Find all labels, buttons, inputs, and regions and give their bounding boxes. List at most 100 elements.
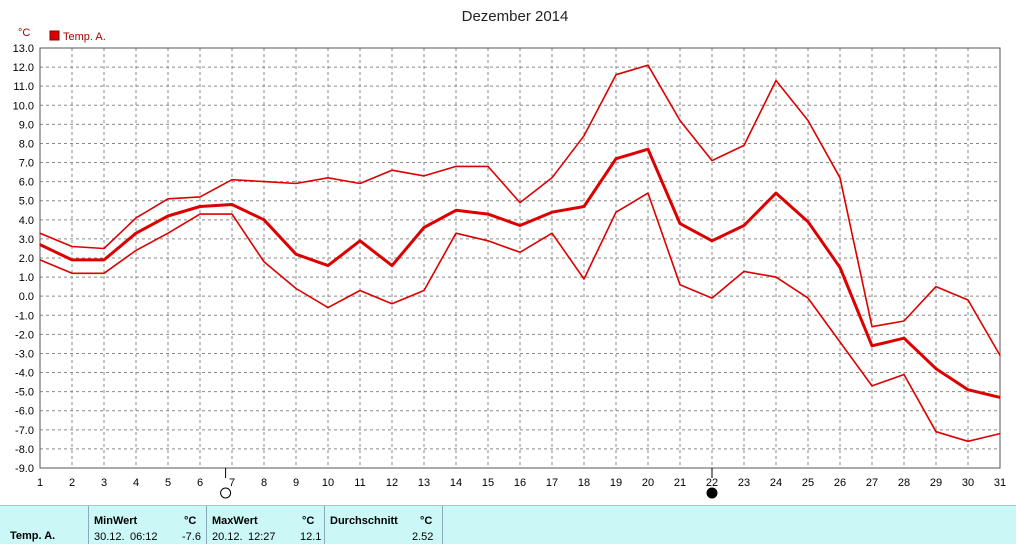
data-point-max xyxy=(135,217,137,219)
y-tick-label: 5.0 xyxy=(19,196,34,208)
y-tick-label: 10.0 xyxy=(13,100,34,112)
data-point-min xyxy=(263,261,265,263)
moon-phase-markers xyxy=(220,468,718,499)
x-tick-label: 25 xyxy=(802,477,814,489)
x-tick-label: 18 xyxy=(578,477,590,489)
y-tick-label: 12.0 xyxy=(13,62,34,74)
data-point-max xyxy=(167,198,169,200)
data-point-max xyxy=(263,181,265,183)
max-unit: °C xyxy=(302,515,315,527)
data-point-min xyxy=(295,287,297,290)
data-point-mean xyxy=(679,223,681,225)
data-point-max xyxy=(615,74,617,76)
x-tick-label: 2 xyxy=(69,477,75,489)
data-point-min xyxy=(423,289,425,292)
y-tick-label: -1.0 xyxy=(15,310,34,322)
full-moon-icon xyxy=(220,487,232,499)
x-tick-label: 21 xyxy=(674,477,686,489)
data-point-max xyxy=(711,160,713,162)
data-point-min xyxy=(775,276,777,278)
data-point-min xyxy=(871,385,873,387)
y-tick-label: 6.0 xyxy=(19,177,34,189)
max-value: 12.1 xyxy=(300,531,322,543)
data-point-max xyxy=(359,182,361,185)
max-header: MaxWert xyxy=(212,515,258,527)
x-tick-label: 9 xyxy=(293,477,299,489)
x-tick-label: 27 xyxy=(866,477,878,489)
data-point-max xyxy=(423,175,425,177)
y-tick-label: 13.0 xyxy=(13,43,34,55)
y-tick-label: 3.0 xyxy=(19,234,34,246)
chart-area: Dezember 2014 °C Temp. A. 13.012.011.010… xyxy=(13,8,1006,499)
y-tick-label: -6.0 xyxy=(15,406,34,418)
x-tick-label: 3 xyxy=(101,477,107,489)
data-point-min xyxy=(71,272,73,274)
data-point-min xyxy=(551,232,553,234)
data-point-mean xyxy=(903,337,905,339)
data-point-max xyxy=(487,165,489,167)
data-point-max xyxy=(39,232,41,234)
y-tick-label: 2.0 xyxy=(19,253,34,265)
y-tick-label: 9.0 xyxy=(19,119,34,131)
x-tick-label: 13 xyxy=(418,477,430,489)
stats-label-cell: Temp. A. xyxy=(0,506,89,544)
x-tick-label: 10 xyxy=(322,477,334,489)
max-time: 12:27 xyxy=(248,531,276,543)
y-tick-label: 8.0 xyxy=(19,138,34,150)
x-tick-label: 17 xyxy=(546,477,558,489)
x-tick-label: 7 xyxy=(229,477,235,489)
x-tick-label: 15 xyxy=(482,477,494,489)
data-point-mean xyxy=(519,224,521,227)
data-point-mean xyxy=(39,244,41,246)
data-point-mean xyxy=(167,215,169,217)
data-point-min xyxy=(135,249,137,251)
plot-frame xyxy=(39,47,1001,469)
data-point-mean xyxy=(743,224,745,227)
data-point-min xyxy=(839,341,841,343)
avg-header: Durchschnitt xyxy=(330,515,398,527)
data-point-min xyxy=(519,251,521,253)
data-point-mean xyxy=(839,266,841,269)
x-tick-label: 14 xyxy=(450,477,462,489)
x-tick-label: 30 xyxy=(962,477,974,489)
data-point-max xyxy=(647,64,649,66)
x-tick-label: 11 xyxy=(354,477,365,489)
x-tick-label: 31 xyxy=(994,477,1006,489)
data-point-mean xyxy=(103,259,105,261)
data-point-min xyxy=(615,211,617,213)
min-cell: MinWert °C 30.12. 06:12 -7.6 xyxy=(88,506,207,544)
series-layer xyxy=(39,64,1001,443)
data-point-min xyxy=(103,272,105,274)
x-tick-label: 29 xyxy=(930,477,942,489)
data-point-min xyxy=(39,259,41,261)
statistics-bar: Temp. A. MinWert °C 30.12. 06:12 -7.6 Ma… xyxy=(0,505,1016,544)
data-point-mean xyxy=(487,213,489,215)
data-point-min xyxy=(679,284,681,286)
x-tick-label: 26 xyxy=(834,477,846,489)
data-point-mean xyxy=(775,192,777,194)
data-point-min xyxy=(711,297,713,299)
data-point-max xyxy=(295,182,297,185)
data-point-max xyxy=(871,326,873,328)
data-point-mean xyxy=(199,205,201,208)
x-tick-label: 28 xyxy=(898,477,910,489)
data-point-min xyxy=(391,303,393,305)
legend-label: Temp. A. xyxy=(63,31,106,43)
data-point-mean xyxy=(263,219,265,221)
data-point-mean xyxy=(551,211,553,213)
y-tick-label: -9.0 xyxy=(15,463,34,475)
data-point-mean xyxy=(327,265,329,267)
data-point-max xyxy=(455,165,457,167)
avg-cell: Durchschnitt °C 2.52 xyxy=(324,506,443,544)
x-tick-label: 1 xyxy=(37,477,43,489)
avg-unit: °C xyxy=(420,515,433,527)
data-point-mean xyxy=(295,253,297,255)
data-point-mean xyxy=(647,148,649,150)
x-tick-label: 5 xyxy=(165,477,171,489)
data-point-mean xyxy=(71,259,73,261)
data-point-max xyxy=(839,177,841,179)
data-point-max xyxy=(903,320,905,322)
data-point-mean xyxy=(999,396,1001,398)
x-tick-label: 20 xyxy=(642,477,654,489)
data-point-max xyxy=(519,202,521,204)
